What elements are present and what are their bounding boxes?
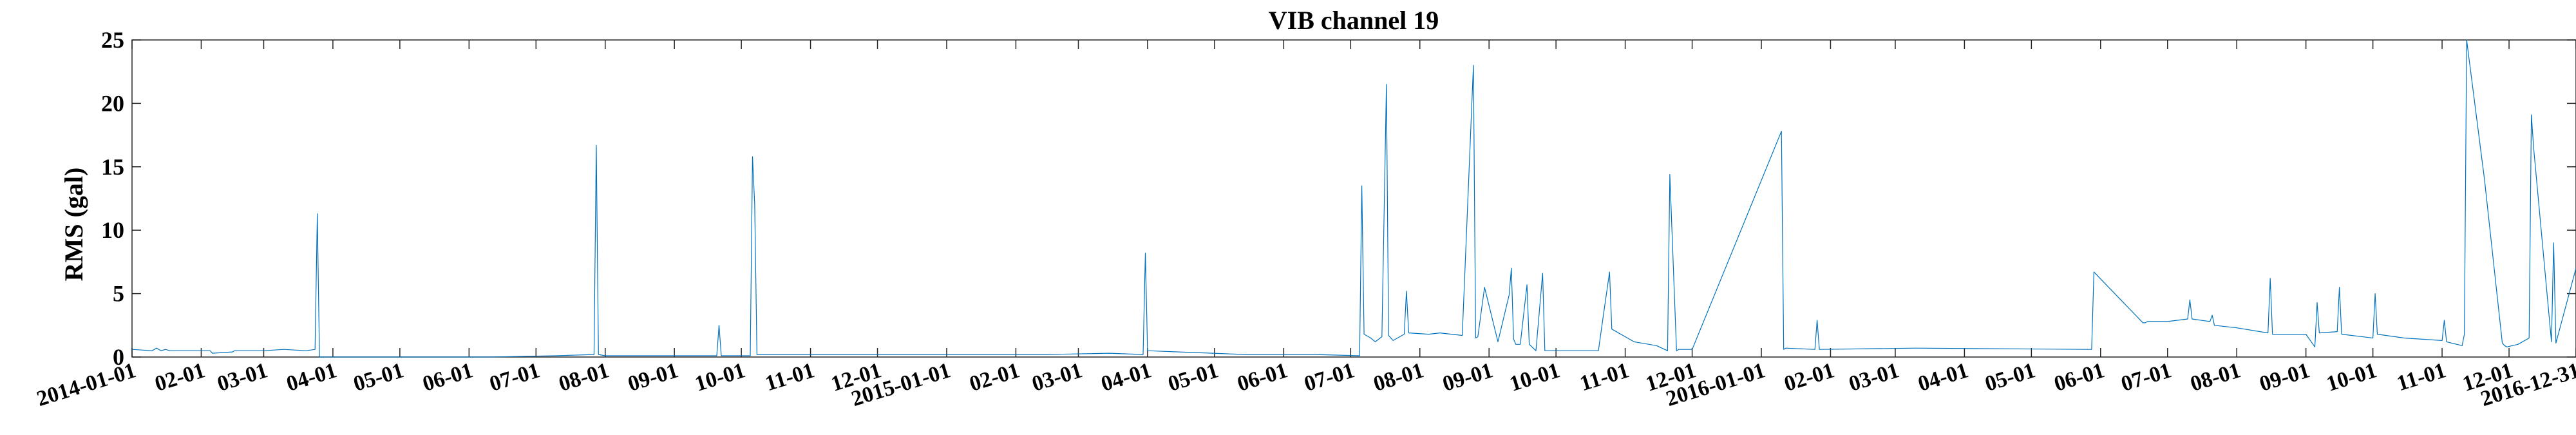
x-tick-label: 11-01 bbox=[2394, 358, 2449, 396]
x-tick-label: 07-01 bbox=[1302, 358, 1358, 396]
y-tick-label: 15 bbox=[101, 154, 124, 180]
x-tick-label: 03-01 bbox=[1846, 358, 1902, 396]
x-tick-label: 05-01 bbox=[1166, 358, 1222, 396]
x-tick-label: 04-01 bbox=[284, 358, 340, 396]
x-tick-label: 02-01 bbox=[152, 358, 208, 396]
x-tick-label: 06-01 bbox=[1235, 358, 1291, 396]
x-tick-label: 07-01 bbox=[2118, 358, 2174, 396]
y-axis-label: RMS (gal) bbox=[59, 168, 88, 282]
x-tick-label: 08-01 bbox=[556, 358, 612, 396]
x-tick-label: 03-01 bbox=[1029, 358, 1085, 396]
x-tick-label: 2014-01-01 bbox=[34, 358, 139, 411]
x-tick-label: 02-01 bbox=[967, 358, 1023, 396]
x-tick-label: 04-01 bbox=[1099, 358, 1155, 396]
y-tick-label: 5 bbox=[113, 281, 124, 307]
x-tick-label: 11-01 bbox=[1577, 358, 1632, 396]
y-tick-label: 25 bbox=[101, 27, 124, 53]
x-tick-label: 11-01 bbox=[762, 358, 817, 396]
x-tick-label: 09-01 bbox=[625, 358, 681, 396]
x-tick-label: 09-01 bbox=[1440, 358, 1496, 396]
chart-title: VIB channel 19 bbox=[1269, 6, 1439, 35]
x-tick-label: 08-01 bbox=[2188, 358, 2244, 396]
x-tick-label: 02-01 bbox=[1781, 358, 1837, 396]
x-tick-label: 03-01 bbox=[214, 358, 270, 396]
series-group bbox=[131, 39, 2576, 358]
y-tick-label: 10 bbox=[101, 217, 124, 243]
y-tick-label: 0 bbox=[113, 344, 124, 370]
x-tick-label: 10-01 bbox=[2324, 358, 2380, 396]
y-axis: 0 5 10 15 20 25 bbox=[101, 27, 2576, 370]
y-tick-label: 20 bbox=[101, 90, 124, 116]
x-tick-label: 10-01 bbox=[1507, 358, 1563, 396]
x-tick-label: 10-01 bbox=[692, 358, 748, 396]
x-tick-label: 06-01 bbox=[420, 358, 476, 396]
x-tick-label: 09-01 bbox=[2257, 358, 2313, 396]
plot-frame bbox=[131, 39, 2576, 358]
x-axis: 2014-01-01 02-01 03-01 04-01 05-01 06-01 07-01… bbox=[34, 40, 2576, 411]
x-tick-label: 07-01 bbox=[487, 358, 543, 396]
plot-area bbox=[131, 39, 2576, 358]
x-tick-label: 05-01 bbox=[351, 358, 407, 396]
x-tick-label: 08-01 bbox=[1370, 358, 1426, 396]
x-tick-label: 05-01 bbox=[1982, 358, 2038, 396]
series-line bbox=[131, 39, 2576, 358]
x-tick-label: 06-01 bbox=[2051, 358, 2107, 396]
x-tick-label: 04-01 bbox=[1915, 358, 1971, 396]
